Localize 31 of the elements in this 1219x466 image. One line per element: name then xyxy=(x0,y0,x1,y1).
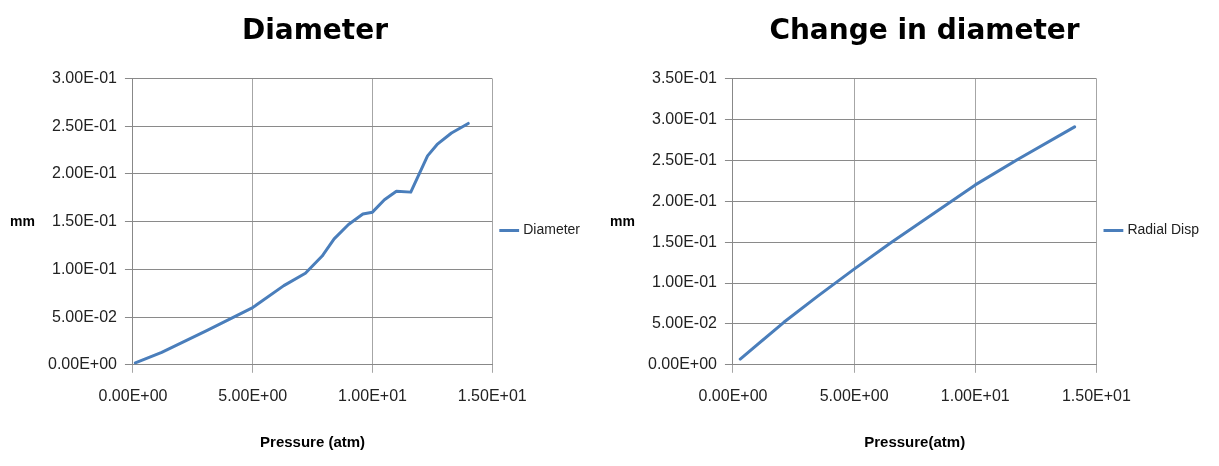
legend-label: Radial Disp xyxy=(1127,221,1200,238)
x-tick-label: 0.00E+00 xyxy=(698,386,768,404)
x-axis-title: Pressure(atm) xyxy=(864,433,966,451)
y-tick-label: 1.50E-01 xyxy=(52,212,118,230)
y-tick-label: 5.00E-02 xyxy=(652,314,718,332)
y-tick-label: 0.00E+00 xyxy=(48,355,118,373)
y-tick-label: 2.00E-01 xyxy=(52,164,118,182)
x-tick-label: 1.00E+01 xyxy=(940,386,1010,404)
x-tick-label: 5.00E+00 xyxy=(819,386,889,404)
y-tick-label: 5.00E-02 xyxy=(52,307,118,325)
x-tick-label: 1.00E+01 xyxy=(337,386,408,404)
x-tick-label: 1.50E+01 xyxy=(1061,386,1131,404)
y-tick-label: 3.00E-01 xyxy=(652,109,718,127)
y-tick-label: 0.00E+00 xyxy=(648,355,718,373)
y-tick-label: 3.00E-01 xyxy=(52,69,118,87)
y-tick-label: 2.50E-01 xyxy=(652,150,718,168)
legend-label: Diameter xyxy=(523,221,581,238)
y-axis-title: mm xyxy=(610,212,635,229)
x-tick-label: 5.00E+00 xyxy=(218,386,288,404)
y-axis-title: mm xyxy=(10,212,35,229)
y-tick-label: 1.00E-01 xyxy=(52,259,118,277)
x-axis-title: Pressure (atm) xyxy=(260,433,366,451)
y-tick-label: 3.50E-01 xyxy=(652,69,718,87)
x-tick-label: 1.50E+01 xyxy=(457,386,527,404)
chart-title: Change in diameter xyxy=(769,13,1080,47)
x-tick-label: 0.00E+00 xyxy=(98,386,168,404)
y-tick-label: 2.00E-01 xyxy=(652,191,718,209)
chart-title: Diameter xyxy=(241,13,389,47)
y-tick-label: 1.00E-01 xyxy=(652,273,718,291)
y-tick-label: 1.50E-01 xyxy=(652,232,718,250)
y-tick-label: 2.50E-01 xyxy=(52,116,118,134)
